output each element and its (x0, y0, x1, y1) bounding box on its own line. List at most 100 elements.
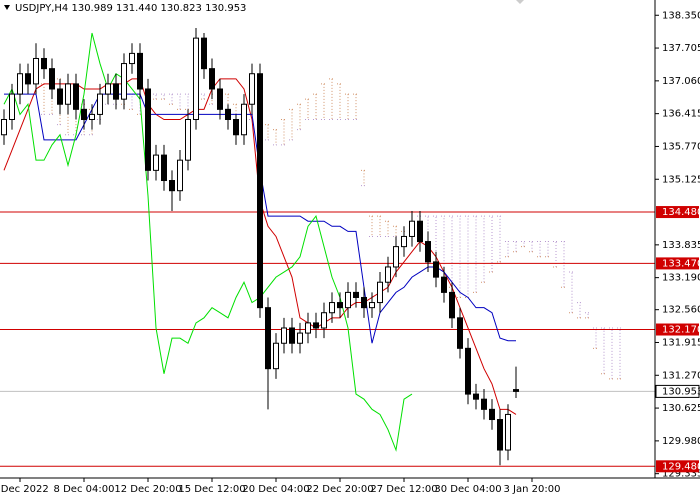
candle-body (401, 235, 407, 248)
candle-body (513, 389, 519, 392)
candle-body (57, 88, 63, 105)
y-tick-label: 137.705 (662, 43, 700, 54)
candle-body (297, 332, 303, 344)
y-tick-label: 137.060 (662, 76, 700, 87)
candle-body (289, 327, 295, 344)
candle-body (345, 291, 351, 309)
y-tick-label: 136.415 (662, 109, 700, 120)
x-tick-label: 3 Jan 20:00 (504, 484, 561, 495)
candle-body (65, 83, 71, 105)
candle-body (337, 302, 343, 309)
candle-body (465, 347, 471, 395)
candle-body (153, 154, 159, 171)
candle-body (385, 266, 391, 283)
candle-body (161, 154, 167, 182)
candle-body (369, 302, 375, 309)
y-tick-label: 132.560 (662, 305, 700, 316)
x-tick-label: 12 Dec 20:00 (114, 484, 181, 495)
candle-body (9, 93, 15, 121)
candle-body (1, 119, 7, 136)
candle-body (353, 291, 359, 298)
current-price-label: 130.953 (662, 386, 700, 397)
level-label-box (656, 460, 699, 473)
candle-body (105, 83, 111, 95)
candle-body (257, 73, 263, 309)
menu-triangle[interactable] (4, 5, 10, 10)
candle-body (97, 93, 103, 115)
x-tick-label: 30 Dec 04:00 (434, 484, 501, 495)
candle-body (313, 322, 319, 329)
candle-body (361, 296, 367, 309)
candle-body (41, 57, 47, 70)
candle-body (425, 241, 431, 263)
candle-body (81, 108, 87, 121)
candle-body (497, 419, 503, 451)
level-label-box (656, 323, 699, 336)
candle-body (129, 52, 135, 65)
candle-body (409, 220, 415, 237)
level-label: 129.480 (662, 461, 700, 472)
candle-body (17, 73, 23, 95)
candle-body (393, 246, 399, 268)
x-tick-label: 22 Dec 20:00 (306, 484, 373, 495)
candle-body (273, 342, 279, 370)
candle-body (449, 291, 455, 319)
x-tick-label: 5 Dec 2022 (0, 484, 49, 495)
candle-body (193, 37, 199, 120)
level-label-box (656, 257, 699, 270)
chart-title: USDJPY,H4 130.989 131.440 130.823 130.95… (15, 3, 246, 14)
candle-body (377, 281, 383, 304)
candle-body (489, 408, 495, 421)
candle-body (417, 220, 423, 243)
indicator-line (3, 32, 413, 452)
y-tick-label: 135.770 (662, 141, 700, 152)
candle-body (169, 180, 175, 192)
candle-body (433, 261, 439, 278)
candle-body (73, 83, 79, 110)
candle-body (185, 119, 191, 161)
y-tick-label: 129.980 (662, 436, 700, 447)
candle-body (177, 159, 183, 192)
y-tick-label: 131.915 (662, 337, 700, 348)
candle-body (121, 63, 127, 100)
y-tick-label: 130.625 (662, 403, 700, 414)
shift-marker (516, 0, 524, 4)
candle-body (321, 312, 327, 329)
candle-body (241, 103, 247, 136)
candle-body (481, 398, 487, 410)
x-tick-label: 15 Dec 12:00 (178, 484, 245, 495)
y-tick-label: 129.335 (662, 469, 700, 480)
y-tick-label: 133.190 (662, 273, 700, 284)
y-tick-label: 131.270 (662, 370, 700, 381)
candle-body (137, 52, 143, 90)
candle-body (457, 317, 463, 349)
candle-body (305, 322, 311, 334)
level-label: 132.170 (662, 325, 700, 336)
candle-body (249, 73, 255, 105)
candle-body (505, 413, 511, 451)
candle-body (33, 57, 39, 85)
candle-body (113, 83, 119, 100)
candle-body (25, 73, 31, 85)
candle-body (441, 276, 447, 293)
candle-body (89, 113, 95, 121)
y-tick-label: 135.125 (662, 174, 700, 185)
candle-body (281, 327, 287, 344)
level-label: 134.480 (662, 207, 700, 218)
candle-body (225, 108, 231, 121)
candle-body (265, 307, 271, 370)
candle-body (49, 68, 55, 90)
x-tick-label: 20 Dec 04:00 (242, 484, 309, 495)
candle-body (473, 393, 479, 400)
x-tick-label: 8 Dec 04:00 (54, 484, 115, 495)
level-label-box (656, 206, 699, 219)
candle-body (233, 119, 239, 136)
y-tick-label: 133.835 (662, 240, 700, 251)
candle-body (329, 302, 335, 314)
candle-body (145, 88, 151, 171)
candle-body (209, 68, 215, 90)
candle-body (201, 37, 207, 70)
